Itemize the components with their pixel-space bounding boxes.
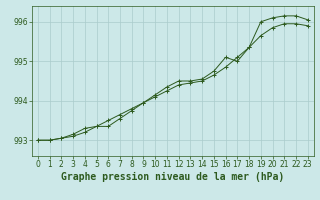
X-axis label: Graphe pression niveau de la mer (hPa): Graphe pression niveau de la mer (hPa) bbox=[61, 172, 284, 182]
